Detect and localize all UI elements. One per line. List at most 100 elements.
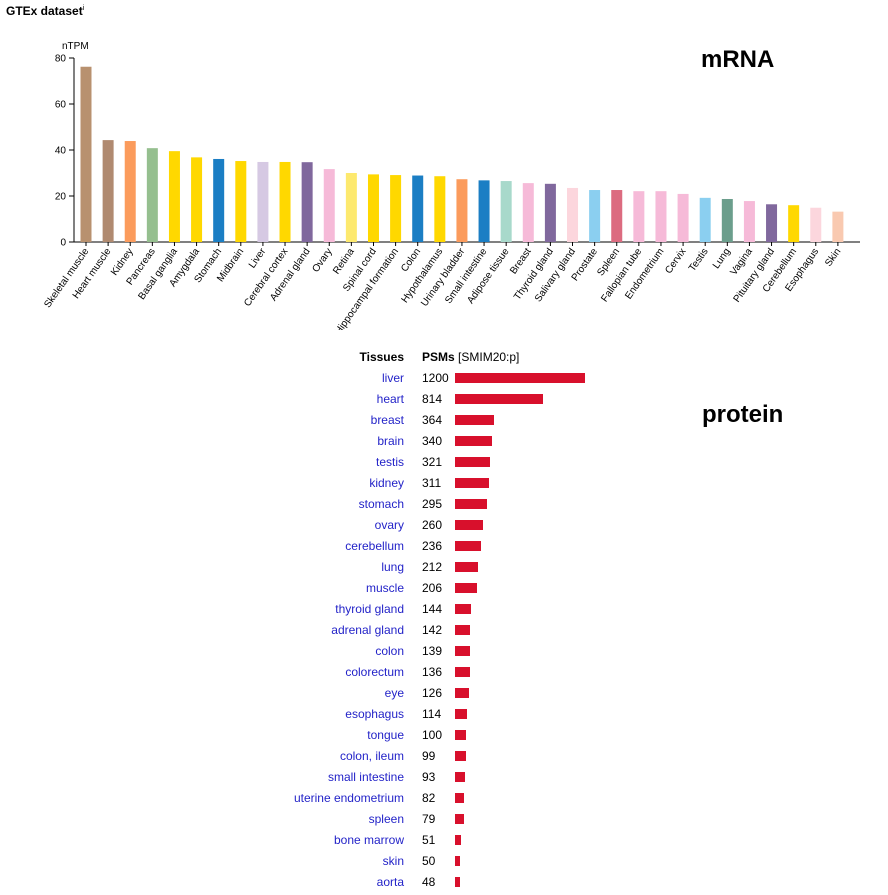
gtex-title-text: GTEx dataset bbox=[6, 4, 83, 18]
tissue-link[interactable]: ovary bbox=[374, 518, 404, 532]
psm-value: 236 bbox=[422, 539, 443, 553]
psm-bar bbox=[455, 688, 469, 698]
psm-value: 100 bbox=[422, 728, 443, 742]
psm-value: 114 bbox=[422, 707, 442, 721]
psm-value: 126 bbox=[422, 686, 443, 700]
psm-bar bbox=[455, 814, 464, 824]
psm-value: 1200 bbox=[422, 371, 449, 385]
psm-bar bbox=[455, 877, 460, 887]
psm-bar bbox=[455, 835, 461, 845]
psm-value: 212 bbox=[422, 560, 443, 574]
tissue-link[interactable]: adrenal gland bbox=[331, 623, 404, 637]
tissue-link[interactable]: colon bbox=[375, 644, 404, 658]
table-row: small intestine 93 bbox=[0, 767, 888, 788]
info-icon[interactable]: i bbox=[82, 5, 85, 12]
psm-value: 206 bbox=[422, 581, 443, 595]
tissue-link[interactable]: liver bbox=[381, 371, 404, 385]
bar-spinal-cord bbox=[367, 174, 379, 242]
psm-value: 814 bbox=[422, 392, 443, 406]
psm-value: 79 bbox=[422, 812, 436, 826]
x-tick-label: Lung bbox=[711, 246, 733, 271]
tissue-link[interactable]: colon, ileum bbox=[339, 749, 404, 763]
tissue-link[interactable]: colorectum bbox=[345, 665, 404, 679]
tissue-link[interactable]: uterine endometrium bbox=[293, 791, 404, 805]
tissues-column-header: Tissues bbox=[359, 350, 404, 364]
table-row: skin 50 bbox=[0, 851, 888, 872]
tissue-link[interactable]: thyroid gland bbox=[335, 602, 404, 616]
tissue-link[interactable]: bone marrow bbox=[333, 833, 404, 847]
bar-amygdala bbox=[191, 157, 203, 242]
gtex-dataset-title: GTEx dataseti bbox=[6, 4, 84, 18]
tissue-link[interactable]: stomach bbox=[358, 497, 404, 511]
psm-bar bbox=[455, 856, 460, 866]
tissue-link[interactable]: cerebellum bbox=[345, 539, 404, 553]
psm-value: 136 bbox=[422, 665, 443, 679]
psm-bar bbox=[455, 457, 490, 467]
table-row: lung 212 bbox=[0, 557, 888, 578]
y-tick-label: 80 bbox=[55, 54, 67, 65]
psm-bar bbox=[455, 583, 477, 593]
psm-value: 295 bbox=[422, 497, 443, 511]
psm-bar bbox=[455, 415, 494, 425]
bar-cerebral-cortex bbox=[279, 161, 291, 242]
tissue-link[interactable]: tongue bbox=[367, 728, 404, 742]
bar-salivary-gland bbox=[567, 187, 579, 242]
bar-hippocampal-formation bbox=[390, 175, 402, 242]
psm-value: 321 bbox=[422, 455, 443, 469]
tissue-link[interactable]: breast bbox=[370, 413, 404, 427]
bar-basal-ganglia bbox=[168, 151, 180, 242]
psm-bar bbox=[455, 562, 478, 572]
bar-pituitary-gland bbox=[766, 204, 778, 242]
bar-thyroid-gland bbox=[544, 183, 556, 242]
bar-stomach bbox=[213, 158, 225, 242]
psms-column-header: PSMs [SMIM20:p] bbox=[422, 348, 519, 366]
bar-midbrain bbox=[235, 161, 247, 242]
bar-ovary bbox=[323, 169, 335, 242]
psms-header-label: PSMs bbox=[422, 350, 455, 364]
psm-bar bbox=[455, 730, 466, 740]
table-row: uterine endometrium 82 bbox=[0, 788, 888, 809]
tissue-link[interactable]: small intestine bbox=[327, 770, 404, 784]
protein-label: protein bbox=[702, 401, 784, 428]
psm-value: 99 bbox=[422, 749, 436, 763]
tissue-link[interactable]: heart bbox=[376, 392, 404, 406]
table-row: muscle 206 bbox=[0, 578, 888, 599]
tissue-link[interactable]: esophagus bbox=[345, 707, 404, 721]
y-tick-label: 0 bbox=[60, 238, 66, 249]
psm-bar bbox=[455, 625, 470, 635]
y-tick-label: 60 bbox=[55, 100, 67, 111]
x-tick-label: Cervix bbox=[663, 246, 688, 276]
x-tick-label: Liver bbox=[247, 246, 269, 271]
table-row: esophagus 114 bbox=[0, 704, 888, 725]
psm-value: 260 bbox=[422, 518, 443, 532]
tissue-link[interactable]: kidney bbox=[369, 476, 404, 490]
tissue-link[interactable]: testis bbox=[375, 455, 404, 469]
psm-bar bbox=[455, 520, 483, 530]
tissue-link[interactable]: lung bbox=[381, 560, 404, 574]
tissue-link[interactable]: eye bbox=[384, 686, 404, 700]
psm-bar bbox=[455, 709, 467, 719]
y-tick-label: 40 bbox=[55, 146, 67, 157]
table-row: testis 321 bbox=[0, 452, 888, 473]
tissue-link[interactable]: muscle bbox=[365, 581, 404, 595]
psm-bar bbox=[455, 604, 471, 614]
tissue-link[interactable]: brain bbox=[377, 434, 404, 448]
bar-spleen bbox=[611, 190, 623, 242]
tissue-link[interactable]: skin bbox=[382, 854, 404, 868]
bar-lung bbox=[721, 198, 733, 242]
table-row: cerebellum 236 bbox=[0, 536, 888, 557]
psm-value: 82 bbox=[422, 791, 436, 805]
bar-pancreas bbox=[146, 148, 158, 242]
tissue-link[interactable]: aorta bbox=[376, 875, 404, 889]
mrna-label: mRNA bbox=[701, 46, 775, 73]
table-row: colorectum 136 bbox=[0, 662, 888, 683]
tissue-link[interactable]: spleen bbox=[368, 812, 404, 826]
bar-vagina bbox=[743, 201, 755, 242]
table-row: tongue 100 bbox=[0, 725, 888, 746]
psm-value: 51 bbox=[422, 833, 436, 847]
bar-liver bbox=[257, 161, 269, 242]
psm-bar bbox=[455, 793, 464, 803]
bar-prostate bbox=[589, 190, 601, 242]
bar-testis bbox=[699, 197, 711, 242]
psm-value: 144 bbox=[422, 602, 443, 616]
